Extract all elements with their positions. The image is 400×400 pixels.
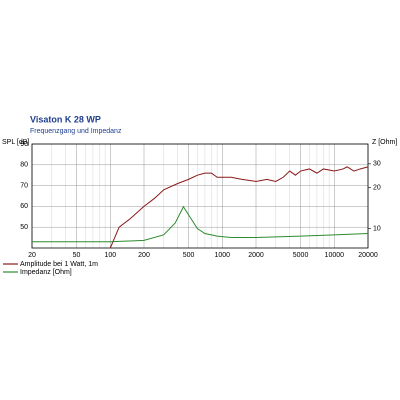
x-tick-label: 20 xyxy=(28,252,36,259)
y-tick-label: 90 xyxy=(20,141,28,148)
y2-tick-label: 20 xyxy=(373,185,381,192)
y-tick-label: 70 xyxy=(20,182,28,189)
y2-tick-label: 10 xyxy=(373,225,381,232)
x-tick-label: 2000 xyxy=(248,252,264,259)
y2-tick-label: 30 xyxy=(373,161,381,168)
x-tick-label: 200 xyxy=(138,252,150,259)
y-axis-label: SPL [dB] xyxy=(2,139,29,146)
x-tick-label: 50 xyxy=(73,252,81,259)
chart-title: Visaton K 28 WP xyxy=(30,114,101,124)
x-tick-label: 20000 xyxy=(358,252,378,259)
x-tick-label: 500 xyxy=(183,252,195,259)
legend-label: Amplitude bei 1 Watt, 1m xyxy=(20,261,98,268)
y-tick-label: 60 xyxy=(20,203,28,210)
x-tick-label: 100 xyxy=(104,252,116,259)
x-tick-label: 5000 xyxy=(293,252,309,259)
y2-axis-label: Z [Ohm] xyxy=(372,139,397,146)
y-tick-label: 80 xyxy=(20,162,28,169)
y-tick-label: 50 xyxy=(20,224,28,231)
x-tick-label: 10000 xyxy=(325,252,345,259)
x-tick-label: 1000 xyxy=(214,252,230,259)
data-line xyxy=(109,166,369,249)
plot-frame xyxy=(31,143,369,249)
legend-label: Impedanz [Ohm] xyxy=(20,269,72,276)
chart-subtitle: Frequenzgang und Impedanz xyxy=(30,128,122,135)
data-line xyxy=(32,205,369,243)
